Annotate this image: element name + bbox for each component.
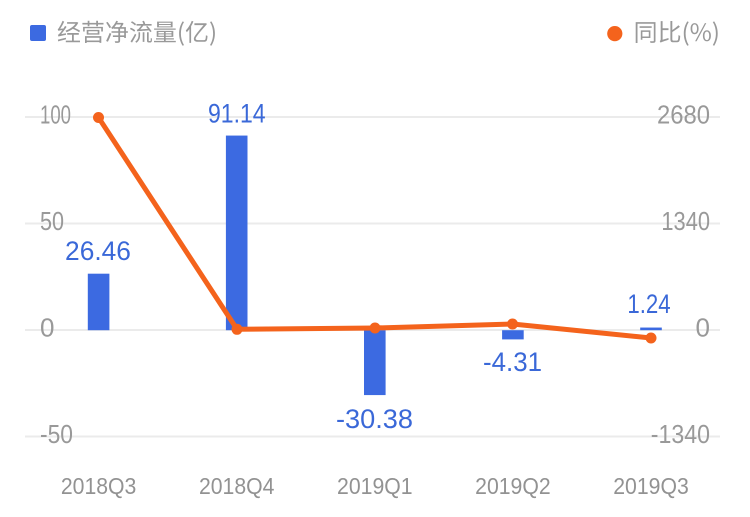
- svg-text:2019Q1: 2019Q1: [337, 473, 413, 499]
- svg-text:2680: 2680: [657, 100, 710, 130]
- svg-text:26.46: 26.46: [65, 236, 131, 266]
- svg-text:1.24: 1.24: [627, 289, 670, 319]
- svg-text:2019Q2: 2019Q2: [475, 473, 551, 499]
- svg-text:50: 50: [40, 206, 64, 236]
- svg-text:-1340: -1340: [651, 419, 710, 449]
- svg-text:0: 0: [696, 313, 710, 343]
- svg-text:-50: -50: [40, 419, 73, 449]
- svg-text:1340: 1340: [661, 206, 710, 236]
- svg-text:-30.38: -30.38: [336, 404, 413, 434]
- svg-text:2018Q4: 2018Q4: [199, 473, 275, 499]
- svg-text:91.14: 91.14: [208, 98, 266, 128]
- svg-text:0: 0: [40, 313, 54, 343]
- svg-text:2018Q3: 2018Q3: [61, 473, 137, 499]
- svg-text:100: 100: [40, 100, 71, 130]
- svg-text:-4.31: -4.31: [483, 347, 542, 377]
- svg-text:2019Q3: 2019Q3: [613, 473, 689, 499]
